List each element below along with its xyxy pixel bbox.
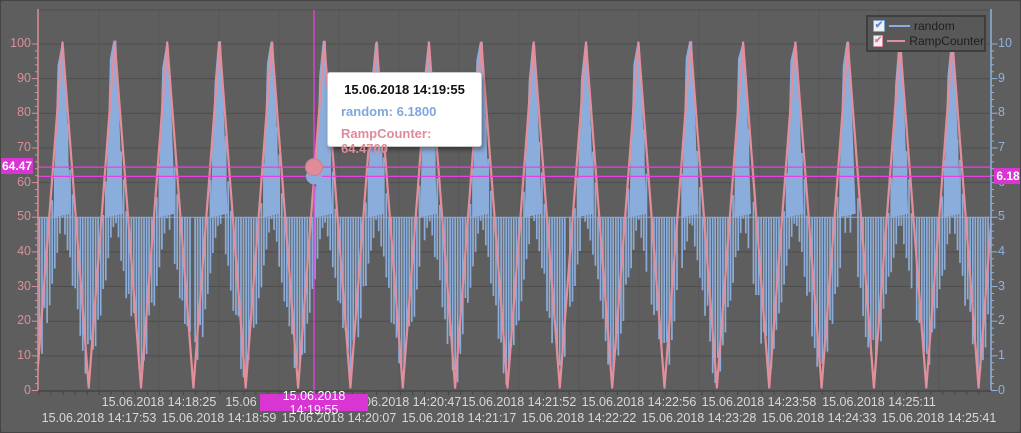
cursor-tooltip: 15.06.2018 14:19:55 random: 6.1800 RampC… — [327, 72, 482, 156]
cursor-right-value-badge: 6.18 — [994, 168, 1020, 184]
x-axis-tick-label: 15.06.2018 14:22:22 — [521, 411, 637, 425]
x-axis-tick-label: 15.06.2018 14:25:11 — [822, 395, 936, 409]
random-series-peaks — [53, 40, 961, 218]
x-axis-tick-label: 15.06.2018 14:24:33 — [761, 411, 877, 425]
legend-label-random: random — [914, 18, 955, 33]
legend-line-sample-random — [889, 24, 910, 27]
x-axis-tick-label: 15.06.2018 14:23:58 — [701, 395, 817, 409]
tooltip-random-value: random: 6.1800 — [341, 104, 437, 119]
right-axis-tick-label: 4 — [998, 243, 1005, 258]
right-axis-tick-label: 5 — [998, 209, 1005, 224]
left-axis-tick-label: 0 — [24, 382, 31, 397]
random-series-strokes — [38, 56, 989, 388]
left-axis-tick-label: 90 — [17, 70, 31, 85]
rampcounter-line — [38, 41, 991, 389]
x-axis-tick-label: 15.06.2018 14:21:52 — [461, 395, 577, 409]
right-axis — [990, 9, 998, 391]
x-axis-tick-label: 15.06 — [225, 395, 257, 409]
legend-label-rampcounter: RampCounter — [909, 34, 984, 49]
legend-item-random[interactable]: ✔ random — [868, 18, 984, 34]
right-axis-tick-label: 3 — [998, 278, 1005, 293]
x-axis-tick-label: 15.06.2018 14:20:47 — [346, 395, 462, 409]
legend-item-rampcounter[interactable]: ✔ RampCounter — [868, 34, 984, 50]
left-axis — [32, 9, 39, 391]
left-axis-tick-label: 80 — [17, 105, 31, 120]
right-axis-tick-label: 2 — [998, 313, 1005, 328]
left-axis-tick-label: 30 — [17, 278, 31, 293]
legend: ✔ random ✔ RampCounter — [866, 15, 986, 52]
left-axis-tick-label: 70 — [17, 139, 31, 154]
tooltip-timestamp: 15.06.2018 14:19:55 — [344, 82, 465, 97]
left-axis-tick-label: 50 — [17, 209, 31, 224]
right-axis-tick-label: 1 — [998, 347, 1005, 362]
cursor-marker-rampcounter — [305, 158, 323, 177]
cursor-left-value-badge: 64.47 — [1, 158, 33, 174]
checkbox-random[interactable]: ✔ — [873, 19, 885, 32]
checkbox-rampcounter[interactable]: ✔ — [873, 35, 884, 48]
crosshair — [38, 10, 991, 391]
x-axis-tick-label: 15.06.2018 14:20:07 — [281, 411, 397, 425]
x-axis-tick-label: 15.06.2018 14:18:59 — [161, 411, 277, 425]
right-axis-tick-label: 7 — [998, 139, 1005, 154]
legend-line-sample-rampcounter — [887, 40, 906, 43]
left-axis-tick-label: 10 — [17, 347, 31, 362]
right-axis-tick-label: 9 — [998, 70, 1005, 85]
left-axis-tick-label: 40 — [17, 243, 31, 258]
x-axis-tick-label: 15.06.2018 14:25:41 — [881, 411, 997, 425]
left-axis-tick-label: 20 — [17, 313, 31, 328]
x-axis-tick-label: 15.06.2018 14:21:17 — [401, 411, 517, 425]
left-axis-tick-label: 60 — [17, 174, 31, 189]
check-icon: ✔ — [874, 35, 883, 47]
check-icon: ✔ — [874, 19, 884, 31]
right-axis-tick-label: 0 — [998, 382, 1005, 397]
cursor-time-badge: 15.06.2018 14:19:55 — [260, 389, 368, 417]
right-axis-tick-label: 10 — [998, 36, 1012, 50]
right-axis-tick-label: 8 — [998, 105, 1005, 120]
x-axis-tick-label: 15.06.2018 14:17:53 — [41, 411, 157, 425]
left-axis-tick-label: 100 — [10, 36, 31, 50]
bottom-axis — [38, 390, 991, 395]
tooltip-rampcounter-value: RampCounter: 64.4700 — [341, 126, 432, 156]
x-axis-tick-label: 15.06.2018 14:18:25 — [101, 395, 217, 409]
x-axis-tick-label: 15.06.2018 14:22:56 — [581, 395, 697, 409]
x-axis-tick-label: 15.06.2018 14:23:28 — [641, 411, 757, 425]
